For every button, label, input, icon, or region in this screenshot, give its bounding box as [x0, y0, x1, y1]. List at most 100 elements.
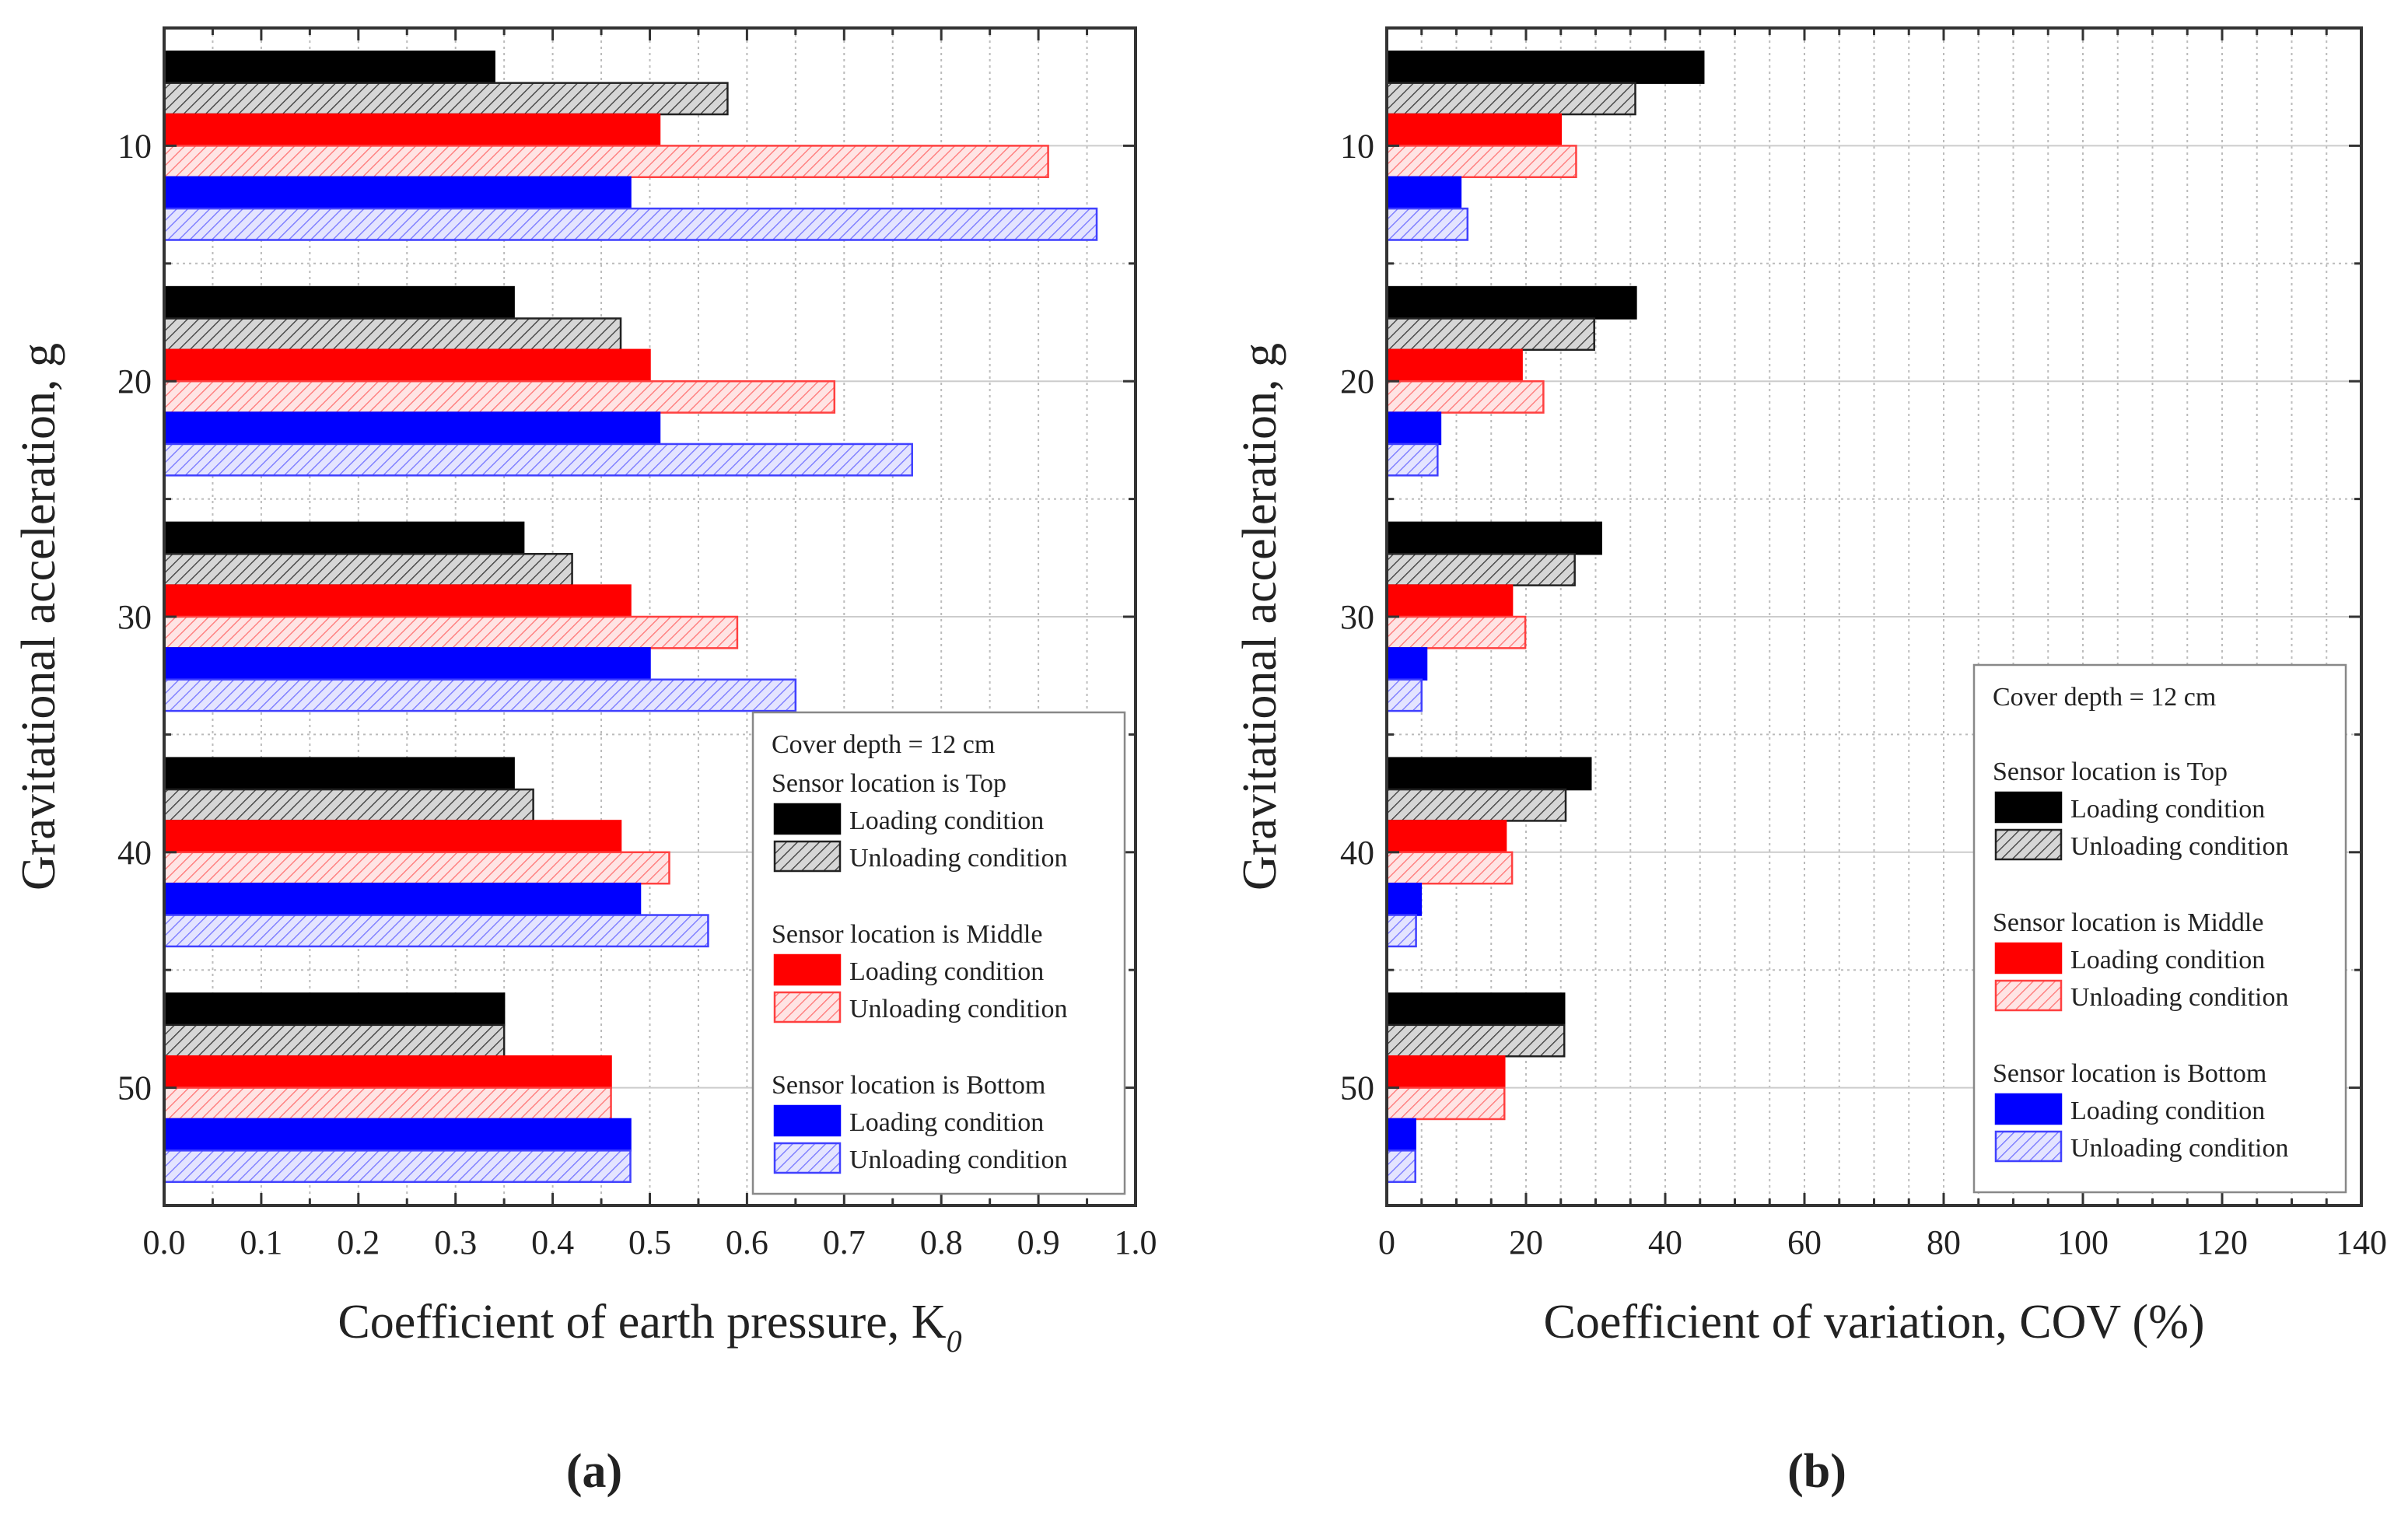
bar-top-unloading: [163, 553, 573, 586]
bar-middle-loading: [163, 820, 622, 854]
bar-bottom-unloading: [163, 207, 1098, 241]
x-tick-label: 0.8: [920, 1223, 963, 1261]
bar-top-unloading: [1385, 553, 1576, 586]
bar-bottom-loading: [1385, 882, 1423, 916]
bar-middle-unloading: [1385, 145, 1577, 179]
bar-middle-unloading: [163, 145, 1049, 179]
bar-middle-loading: [1385, 113, 1562, 147]
bar-middle-loading: [163, 348, 651, 383]
bar-top-unloading: [1385, 317, 1595, 352]
x-axis-title-text: Coefficient of variation, COV (%): [1544, 1296, 2205, 1349]
y-tick-label: 10: [1340, 127, 1374, 165]
bar-top-loading: [1385, 285, 1637, 320]
bar-top-unloading: [163, 788, 534, 822]
x-tick-label: 0.6: [726, 1223, 768, 1261]
legend-swatch-loading: [1994, 791, 2063, 824]
chart-panel-a: 0.0 0.1 0.2 0.3 0.4 0.5 0.6 0.7 0.8 0.9 1.0 10 20 30 4…: [12, 26, 1157, 1498]
bar-top-loading: [163, 992, 506, 1027]
bar-middle-loading: [1385, 584, 1514, 618]
bar-bottom-unloading: [1385, 678, 1423, 712]
bar-bottom-loading: [163, 882, 642, 916]
legend-label-loading: Loading condition: [2070, 946, 2265, 974]
legend-swatch-loading: [773, 803, 842, 835]
x-tick-label: 0: [1378, 1223, 1395, 1261]
x-tick-label: 0.4: [531, 1223, 574, 1261]
y-tick-label: 20: [117, 362, 152, 401]
bar-middle-unloading: [1385, 851, 1514, 885]
legend-label-unloading: Unloading condition: [849, 995, 1067, 1023]
legend-label-loading: Loading condition: [849, 1108, 1044, 1137]
bar-middle-unloading: [163, 615, 739, 649]
bar-middle-loading: [163, 584, 632, 618]
x-tick-label: 120: [2196, 1223, 2248, 1261]
bar-bottom-unloading: [1385, 1149, 1416, 1183]
bar-top-unloading: [163, 317, 622, 352]
bar-bottom-unloading: [1385, 207, 1469, 241]
x-tick-label: 0.9: [1017, 1223, 1060, 1261]
legend-swatch-unloading: [773, 840, 842, 873]
y-tick-label: 40: [117, 834, 152, 872]
panel-label: (b): [1787, 1445, 1846, 1498]
x-tick-label: 40: [1648, 1223, 1682, 1261]
legend-group-title: Sensor location is Middle: [1993, 908, 2263, 937]
legend-label-loading: Loading condition: [2070, 795, 2265, 824]
bar-middle-loading: [163, 1055, 612, 1089]
legend-swatch-loading: [1994, 1093, 2063, 1125]
legend-label-unloading: Unloading condition: [2070, 983, 2288, 1012]
y-axis-title: Gravitational acceleration, g: [12, 343, 65, 890]
bar-top-loading: [163, 521, 525, 555]
legend-swatch-unloading: [773, 1142, 842, 1174]
x-tick-label: 0.5: [628, 1223, 671, 1261]
bar-middle-unloading: [163, 851, 670, 885]
x-tick-label: 0.3: [434, 1223, 477, 1261]
bar-middle-unloading: [1385, 380, 1545, 414]
bar-bottom-loading: [1385, 411, 1442, 446]
bar-middle-loading: [1385, 820, 1507, 854]
x-tick-label: 140: [2336, 1223, 2387, 1261]
bar-bottom-loading: [163, 1118, 632, 1152]
legend-label-unloading: Unloading condition: [849, 1146, 1067, 1174]
bar-bottom-loading: [1385, 176, 1462, 210]
legend-swatch-unloading: [1994, 979, 2063, 1012]
y-tick-label: 50: [1340, 1069, 1374, 1107]
bar-middle-loading: [1385, 1055, 1506, 1089]
y-tick-label: 30: [117, 598, 152, 636]
bar-top-unloading: [163, 82, 729, 116]
bar-bottom-unloading: [163, 914, 709, 948]
bar-bottom-unloading: [163, 443, 913, 477]
bar-bottom-loading: [1385, 647, 1428, 681]
x-axis-title-subscript: 0: [947, 1324, 962, 1359]
bar-middle-unloading: [1385, 1086, 1506, 1121]
bar-top-loading: [1385, 757, 1592, 791]
y-tick-label: 50: [117, 1069, 152, 1107]
x-tick-label: 80: [1927, 1223, 1961, 1261]
bar-top-loading: [1385, 992, 1566, 1027]
bar-top-unloading: [1385, 1023, 1566, 1058]
y-tick-label: 40: [1340, 834, 1374, 872]
legend-swatch-loading: [1994, 942, 2063, 974]
legend-group-title: Sensor location is Bottom: [772, 1071, 1045, 1100]
legend-label-unloading: Unloading condition: [2070, 1134, 2288, 1163]
bar-bottom-unloading: [1385, 914, 1417, 948]
bar-top-unloading: [163, 1023, 506, 1058]
y-axis-title: Gravitational acceleration, g: [1234, 343, 1286, 890]
bar-top-loading: [1385, 51, 1705, 84]
legend-group-title: Sensor location is Bottom: [1993, 1059, 2266, 1088]
x-tick-label: 0.7: [823, 1223, 866, 1261]
x-tick-label: 0.1: [240, 1223, 282, 1261]
bar-top-loading: [163, 757, 515, 791]
bar-top-unloading: [1385, 82, 1636, 116]
legend: Cover depth = 12 cm Sensor location is To…: [751, 711, 1126, 1195]
y-tick-label: 30: [1340, 598, 1374, 636]
bar-bottom-unloading: [163, 1149, 632, 1183]
x-tick-label: 0.2: [337, 1223, 380, 1261]
x-axis-title-text: Coefficient of earth pressure, K: [338, 1296, 946, 1349]
legend-label-unloading: Unloading condition: [2070, 832, 2288, 861]
panel-label: (a): [566, 1445, 622, 1498]
legend-label-unloading: Unloading condition: [849, 844, 1067, 873]
chart-panel-b: 0 20 40 60 80 100 120 140 10 20 30 40 50 Coefficient …: [1234, 26, 2387, 1498]
legend-cover-depth: Cover depth = 12 cm: [772, 730, 995, 759]
legend-label-loading: Loading condition: [2070, 1097, 2265, 1125]
bar-middle-unloading: [163, 380, 836, 414]
